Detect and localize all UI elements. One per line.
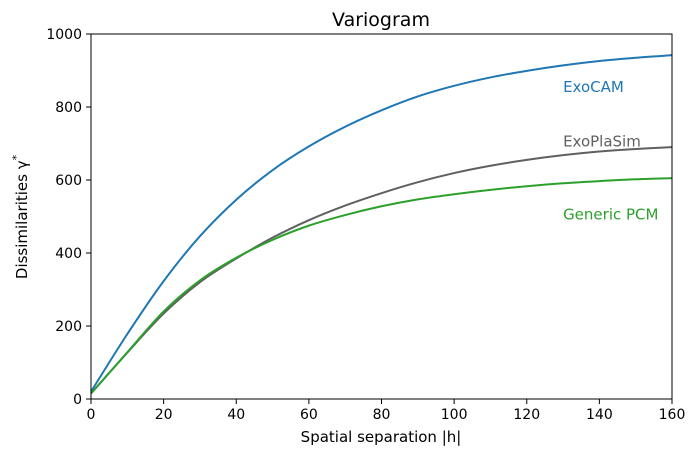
y-tick-label: 600 bbox=[55, 173, 82, 189]
x-tick-label: 80 bbox=[373, 407, 391, 423]
x-axis-title: Spatial separation |h| bbox=[301, 428, 462, 446]
x-axis-ticks: 0 20 40 60 80 100 120 140 160 bbox=[87, 399, 686, 423]
x-tick-label: 140 bbox=[586, 407, 613, 423]
y-axis-title: Dissimilarities γ* bbox=[10, 154, 31, 279]
plot-lines bbox=[90, 54, 673, 395]
x-tick-label: 120 bbox=[513, 407, 540, 423]
x-tick-label: 0 bbox=[87, 407, 96, 423]
x-tick-label: 160 bbox=[659, 407, 686, 423]
y-axis-title-superscript: * bbox=[10, 154, 23, 160]
y-axis-ticks: 0 200 400 600 800 1000 bbox=[46, 27, 91, 408]
series-line-exoplasim bbox=[90, 146, 673, 395]
series-line-generic-pcm bbox=[90, 177, 673, 395]
series-label-generic-pcm: Generic PCM bbox=[563, 206, 658, 224]
chart-title: Variogram bbox=[332, 9, 430, 31]
series-line-exocam bbox=[90, 54, 673, 393]
y-tick-label: 0 bbox=[73, 392, 82, 408]
y-tick-label: 800 bbox=[55, 100, 82, 116]
y-tick-label: 200 bbox=[55, 319, 82, 335]
x-tick-label: 20 bbox=[155, 407, 173, 423]
x-tick-label: 40 bbox=[227, 407, 245, 423]
series-label-exocam: ExoCAM bbox=[563, 78, 624, 96]
series-labels: ExoCAM ExoPlaSim Generic PCM bbox=[563, 78, 658, 224]
y-tick-label: 400 bbox=[55, 246, 82, 262]
series-label-exoplasim: ExoPlaSim bbox=[563, 133, 641, 151]
x-tick-label: 60 bbox=[300, 407, 318, 423]
y-axis-title-main: Dissimilarities γ bbox=[13, 160, 31, 279]
y-tick-label: 1000 bbox=[46, 27, 82, 43]
x-tick-label: 100 bbox=[441, 407, 468, 423]
